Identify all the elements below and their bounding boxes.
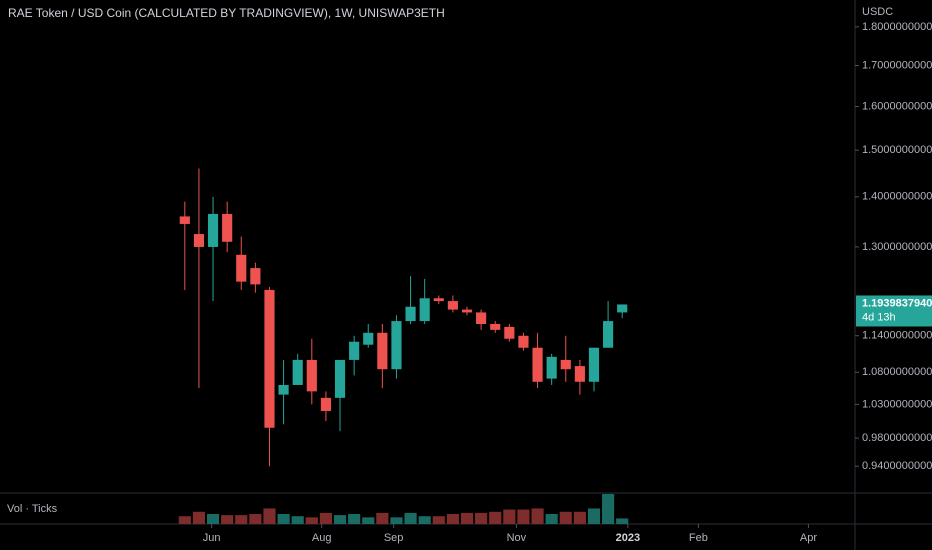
- y-tick-label: 1.8000000000: [862, 21, 932, 33]
- candle-body: [504, 326, 515, 339]
- candle-body: [447, 301, 458, 310]
- volume-label: Vol · Ticks: [7, 503, 58, 515]
- candle-body: [603, 321, 614, 348]
- volume-bar: [277, 514, 290, 524]
- candle-body: [546, 356, 557, 379]
- volume-bar: [235, 515, 248, 524]
- volume-bar: [249, 514, 262, 524]
- candle-body: [278, 384, 289, 395]
- volume-bar: [305, 517, 318, 524]
- volume-bar: [221, 515, 234, 524]
- candle-body: [433, 298, 444, 302]
- x-tick-label: Feb: [689, 532, 708, 544]
- candle-body: [320, 397, 331, 411]
- candle-body: [250, 268, 261, 285]
- y-tick-label: 0.9800000000: [862, 432, 932, 444]
- volume-bar: [319, 512, 332, 524]
- x-tick-label: 2023: [616, 532, 640, 544]
- y-tick-label: 1.7000000000: [862, 59, 932, 71]
- volume-bar: [390, 517, 403, 524]
- volume-bar: [348, 514, 361, 524]
- y-tick-label: 1.0300000000: [862, 398, 932, 410]
- candle-body: [179, 216, 190, 224]
- volume-bar: [333, 515, 347, 524]
- y-tick-label: 1.6000000000: [862, 100, 932, 112]
- volume-bar: [178, 516, 191, 524]
- volume-bar: [404, 512, 417, 524]
- x-tick-label: Jun: [203, 532, 221, 544]
- volume-bar: [573, 511, 586, 524]
- candle-body: [377, 332, 388, 370]
- volume-bar: [418, 516, 431, 524]
- candle-body: [207, 213, 219, 247]
- candle-body: [532, 347, 543, 382]
- volume-bar: [291, 516, 304, 524]
- candle-body: [292, 359, 303, 385]
- candle-body: [363, 332, 374, 345]
- y-tick-label: 0.9400000000: [862, 460, 932, 472]
- candle-body: [349, 341, 360, 360]
- candle-body: [476, 312, 487, 324]
- volume-bar: [531, 508, 544, 524]
- volume-bar: [503, 509, 516, 524]
- candle-body: [461, 309, 473, 313]
- volume-bar: [489, 511, 502, 524]
- volume-bar: [545, 514, 558, 524]
- y-tick-label: 1.0800000000: [862, 366, 932, 378]
- x-tick-label: Apr: [800, 532, 817, 544]
- candle-body: [419, 298, 430, 322]
- volume-bar: [263, 508, 276, 524]
- candle-body: [306, 359, 317, 392]
- candle-body: [617, 304, 628, 313]
- y-tick-label: 1.3000000000: [862, 241, 932, 253]
- y-axis-label: USDC: [862, 6, 893, 18]
- volume-bar: [517, 509, 530, 524]
- candle-body: [574, 366, 585, 382]
- candle-body: [405, 306, 416, 322]
- volume-bar: [616, 518, 629, 524]
- candle-body: [193, 234, 205, 247]
- candle-body: [588, 347, 600, 382]
- candle-body: [391, 321, 402, 370]
- volume-bar: [475, 512, 488, 524]
- candle-body: [518, 335, 529, 348]
- y-tick-label: 1.4000000000: [862, 191, 932, 203]
- volume-bar: [206, 514, 220, 524]
- volume-bar: [602, 494, 615, 524]
- candle-body: [334, 359, 346, 398]
- volume-bar: [376, 512, 389, 524]
- volume-bar: [192, 511, 206, 524]
- countdown-label: 4d 13h: [862, 311, 896, 323]
- volume-bar: [446, 514, 459, 524]
- x-tick-label: Aug: [312, 532, 332, 544]
- last-price-label: 1.1939837940: [862, 297, 932, 309]
- volume-bar: [362, 517, 375, 524]
- candle-body: [222, 213, 233, 242]
- volume-bar: [559, 511, 572, 524]
- volume-bar: [432, 516, 445, 524]
- candle-body: [560, 359, 571, 370]
- chart-title: RAE Token / USD Coin (CALCULATED BY TRAD…: [8, 6, 445, 20]
- last-price-box: [856, 295, 932, 327]
- y-tick-label: 1.1400000000: [862, 330, 932, 342]
- candle-body: [264, 289, 275, 428]
- volume-bar: [587, 508, 601, 524]
- volume-bar: [460, 512, 474, 524]
- y-tick-label: 1.5000000000: [862, 144, 932, 156]
- x-tick-label: Nov: [507, 532, 527, 544]
- candle-body: [236, 254, 247, 282]
- candle-body: [490, 323, 501, 330]
- x-tick-label: Sep: [384, 532, 404, 544]
